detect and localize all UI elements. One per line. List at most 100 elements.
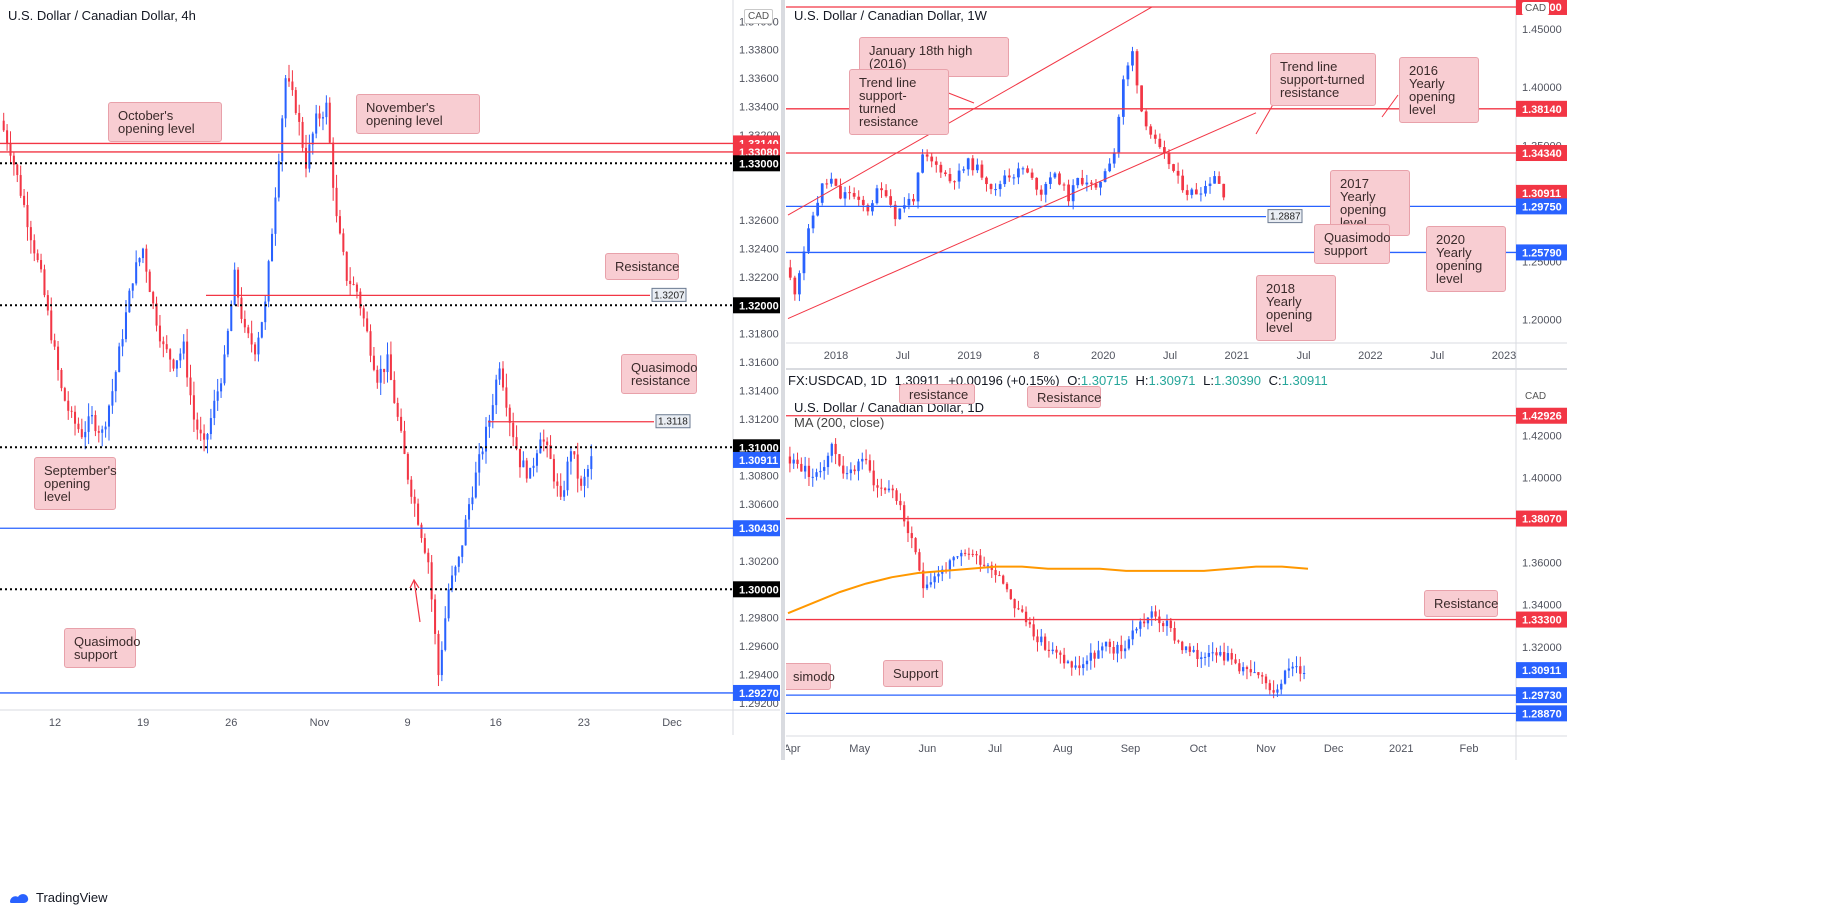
panel-divider-vertical[interactable] [781,0,785,760]
candle-body [1094,183,1098,188]
candle-body [937,573,940,577]
candle-body [838,454,841,466]
candle-body [43,269,46,296]
candle-body [199,429,202,434]
legend-low: 1.30390 [1214,373,1262,388]
current-price-box [1516,662,1567,679]
candle-body [948,174,952,182]
x-tick-label: 9 [405,717,411,729]
candle-body [451,575,454,590]
price-label: 1.29750 [1522,201,1562,213]
candle-body [247,327,250,334]
candle-body [1058,173,1061,185]
candle-body [505,387,508,408]
tradingview-branding[interactable]: TradingView [8,890,108,905]
candle-body [1196,649,1199,659]
x-tick-label: 2018 [824,350,848,362]
current-price-box [1516,184,1567,201]
chart-4h-canvas[interactable]: 1.340001.338001.336001.334001.332001.326… [0,0,780,735]
candle-body [226,330,229,355]
candle-body [406,453,409,480]
candle-body [1192,649,1195,652]
note-quasimodo-resistance[interactable]: Quasimodo resistance [621,354,697,394]
candle-body [1024,611,1028,623]
candle-body [1144,111,1148,127]
candle-body [906,521,910,534]
note-resistance[interactable]: Resistance [605,253,679,280]
note-trendline-right[interactable]: Trend line support-turned resistance [1270,53,1376,106]
y-tick-label: 1.20000 [1522,315,1562,327]
candle-body [338,216,341,234]
note-trendline-left[interactable]: Trend line support-turned resistance [849,69,949,135]
candle-body [963,552,967,554]
candle-body [1162,623,1165,627]
candle-body [853,469,856,472]
chart-weekly-canvas[interactable]: 1.450001.400001.350001.250001.200002018J… [786,0,1567,368]
candle-body [260,322,263,338]
candle-body [948,560,952,571]
candle-body [1116,644,1119,654]
note-2016-opening[interactable]: 2016 Yearly opening level [1399,57,1479,123]
note-resistance-top[interactable]: resistance [899,384,975,404]
candle-body [97,431,100,433]
note-resistance-3[interactable]: Resistance [1424,590,1498,617]
candle-body [277,161,280,198]
candle-body [138,258,141,263]
candle-body [1177,640,1180,642]
current-price-label: 1.30911 [1522,665,1561,677]
note-quasimodo-cut[interactable]: simodo [786,663,835,690]
candle-body [819,470,822,473]
candle-body [788,267,792,278]
candle-body [311,133,314,145]
price-label-box [1516,611,1567,628]
panel-divider-horizontal[interactable] [786,368,1567,370]
legend-low-label: L: [1203,373,1215,388]
candle-body [1135,51,1139,86]
note-quasimodo-support[interactable]: Quasimodo support [64,628,140,668]
x-tick-label: 2022 [1358,350,1382,362]
note-pointer [1381,94,1399,118]
candle-body [1163,147,1166,153]
x-tick-label: Feb [1460,743,1479,755]
candle-body [209,418,212,435]
note-quasimodo-support[interactable]: Quasimodo support [1314,224,1390,264]
candle-body [944,172,947,175]
candle-body [118,346,121,373]
note-september-opening[interactable]: September's opening level [34,457,117,510]
y-tick-label: 1.36000 [1522,557,1562,569]
chart-4h[interactable]: 1.340001.338001.336001.334001.332001.326… [0,0,780,735]
chart-daily-canvas[interactable]: 1.42000 1.40000 1.36000 1.34000 1.32000 Apr Ma… [786,370,1567,760]
candle-body [1158,138,1162,148]
candle-body [152,292,155,304]
candle-body [87,416,90,432]
candle-body [1003,175,1007,185]
chart-daily[interactable]: 1.42000 1.40000 1.36000 1.34000 1.32000 Apr Ma… [786,370,1567,760]
candle-body [512,422,515,438]
candle-body [464,519,467,546]
price-label: 1.31000 [739,442,779,454]
note-october-opening[interactable]: October's opening level [108,102,222,142]
candle-body [284,78,287,119]
x-tick-label: 2021 [1389,743,1413,755]
candle-body [883,488,887,491]
price-label-box [733,684,780,701]
chart-weekly[interactable]: 1.450001.400001.350001.250001.200002018J… [786,0,1567,368]
candle-body [478,454,481,473]
candle-body [1184,646,1188,651]
note-support[interactable]: Support [883,660,943,687]
candle-body [532,465,535,468]
note-november-opening[interactable]: November's opening level [356,94,480,134]
note-2020-opening[interactable]: 2020 Yearly opening level [1426,226,1506,292]
x-tick-label: 19 [137,717,149,729]
candle-body [871,203,874,212]
candle-body [1204,186,1207,194]
candle-body [1238,663,1241,672]
note-resistance-2[interactable]: Resistance [1027,386,1101,408]
price-label: 1.38070 [1522,514,1562,526]
candle-body [274,197,277,234]
candle-body [1199,193,1203,195]
candle-body [556,481,559,486]
y-tick-label: 1.29800 [739,613,779,625]
note-2018-opening[interactable]: 2018 Yearly opening level [1256,275,1336,341]
candle-body [349,280,352,285]
